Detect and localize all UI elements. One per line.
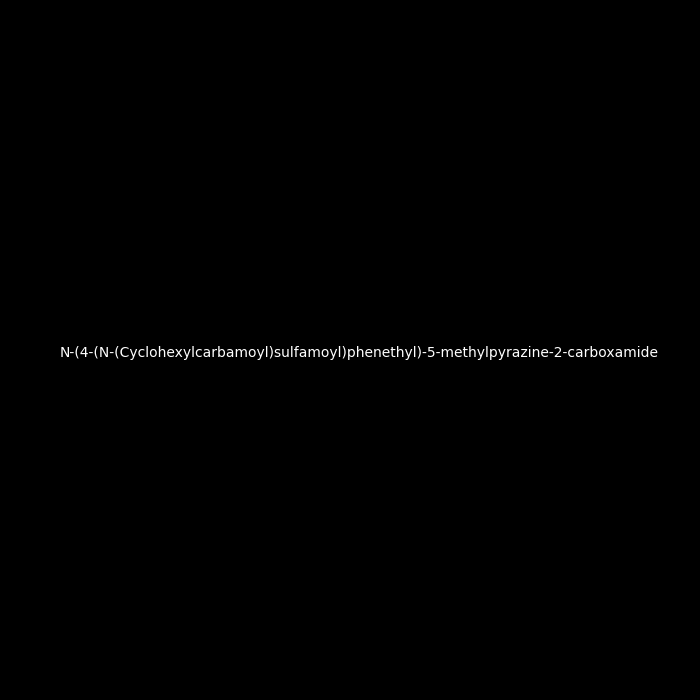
Text: N-(4-(N-(Cyclohexylcarbamoyl)sulfamoyl)phenethyl)-5-methylpyrazine-2-carboxamide: N-(4-(N-(Cyclohexylcarbamoyl)sulfamoyl)p… [60, 346, 658, 360]
